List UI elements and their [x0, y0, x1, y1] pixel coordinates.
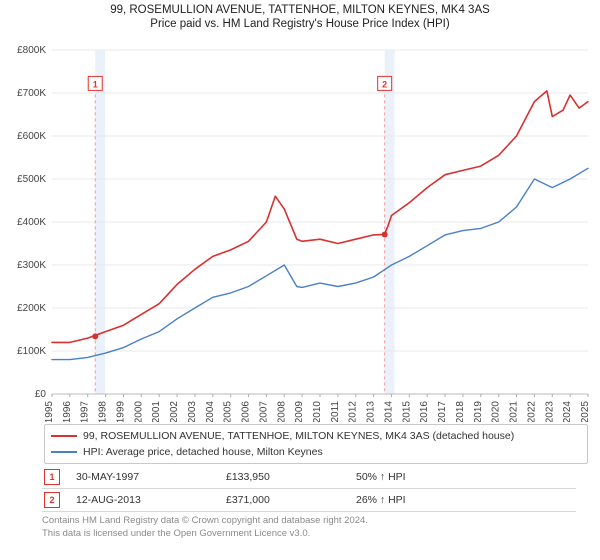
event-pct: 50% ↑ HPI — [356, 471, 556, 483]
ytick-label: £0 — [35, 389, 47, 400]
footer: Contains HM Land Registry data © Crown c… — [42, 514, 576, 540]
xtick-label: 2016 — [419, 401, 430, 422]
xtick-label: 2024 — [562, 401, 573, 422]
footer-line-2: This data is licensed under the Open Gov… — [42, 527, 576, 540]
table-row: 1 30-MAY-1997 £133,950 50% ↑ HPI — [42, 466, 576, 489]
xtick-label: 1999 — [115, 401, 126, 422]
xtick-label: 2003 — [187, 401, 198, 422]
xtick-label: 2023 — [544, 401, 555, 422]
chart-titles: 99, ROSEMULLION AVENUE, TATTENHOE, MILTO… — [0, 0, 600, 30]
xtick-label: 2010 — [312, 401, 323, 422]
xtick-label: 2009 — [294, 401, 305, 422]
xtick-label: 2022 — [526, 401, 537, 422]
ytick-label: £200K — [17, 303, 46, 314]
legend-swatch-2 — [51, 451, 77, 453]
event-dot — [92, 333, 98, 339]
legend-label-2: HPI: Average price, detached house, Milt… — [83, 444, 323, 460]
ytick-label: £700K — [17, 88, 46, 99]
ytick-label: £500K — [17, 174, 46, 185]
xtick-label: 2015 — [401, 401, 412, 422]
xtick-label: 2007 — [258, 401, 269, 422]
events-table: 1 30-MAY-1997 £133,950 50% ↑ HPI 2 12-AU… — [42, 466, 576, 512]
ytick-label: £100K — [17, 346, 46, 357]
event-price: £133,950 — [226, 471, 356, 483]
ytick-label: £400K — [17, 217, 46, 228]
ytick-label: £300K — [17, 260, 46, 271]
table-row: 2 12-AUG-2013 £371,000 26% ↑ HPI — [42, 489, 576, 512]
legend-label-1: 99, ROSEMULLION AVENUE, TATTENHOE, MILTO… — [83, 428, 514, 444]
event-price: £371,000 — [226, 494, 356, 506]
xtick-label: 2011 — [330, 401, 341, 422]
xtick-label: 2021 — [509, 401, 520, 422]
xtick-label: 1998 — [98, 401, 109, 422]
xtick-label: 2017 — [437, 401, 448, 422]
xtick-label: 2006 — [241, 401, 252, 422]
title-line-2: Price paid vs. HM Land Registry's House … — [0, 18, 600, 30]
xtick-label: 2025 — [580, 401, 591, 422]
xtick-label: 1995 — [44, 401, 55, 422]
event-marker-1: 1 — [44, 469, 60, 485]
event-dot — [382, 231, 388, 237]
xtick-label: 2004 — [205, 401, 216, 422]
legend-item-1: 99, ROSEMULLION AVENUE, TATTENHOE, MILTO… — [51, 428, 581, 444]
title-line-1: 99, ROSEMULLION AVENUE, TATTENHOE, MILTO… — [0, 4, 600, 16]
xtick-label: 2012 — [348, 401, 359, 422]
event-date: 30-MAY-1997 — [76, 471, 226, 483]
xtick-label: 2008 — [276, 401, 287, 422]
ytick-label: £800K — [17, 45, 46, 56]
xtick-label: 2000 — [133, 401, 144, 422]
line-chart-svg: £0 £100K £200K £300K £400K £500K £600K £700K £80… — [0, 42, 600, 422]
footer-line-1: Contains HM Land Registry data © Crown c… — [42, 514, 576, 527]
legend-item-2: HPI: Average price, detached house, Milt… — [51, 444, 581, 460]
event-date: 12-AUG-2013 — [76, 494, 226, 506]
event-marker-2: 2 — [44, 492, 60, 508]
xtick-label: 1997 — [80, 401, 91, 422]
legend-swatch-1 — [51, 435, 77, 437]
xtick-label: 2014 — [383, 401, 394, 422]
series-line — [52, 168, 588, 359]
event-marker-label: 2 — [382, 79, 387, 89]
event-marker-label: 1 — [93, 79, 98, 89]
event-pct: 26% ↑ HPI — [356, 494, 556, 506]
ytick-label: £600K — [17, 131, 46, 142]
xtick-label: 2018 — [455, 401, 466, 422]
xtick-label: 1996 — [62, 401, 73, 422]
legend: 99, ROSEMULLION AVENUE, TATTENHOE, MILTO… — [44, 424, 588, 464]
xtick-label: 2019 — [473, 401, 484, 422]
chart-area: £0 £100K £200K £300K £400K £500K £600K £700K £80… — [0, 42, 600, 422]
series-line — [52, 91, 588, 343]
xtick-label: 2005 — [223, 401, 234, 422]
xtick-label: 2020 — [491, 401, 502, 422]
xtick-label: 2013 — [366, 401, 377, 422]
xtick-label: 2002 — [169, 401, 180, 422]
xtick-label: 2001 — [151, 401, 162, 422]
